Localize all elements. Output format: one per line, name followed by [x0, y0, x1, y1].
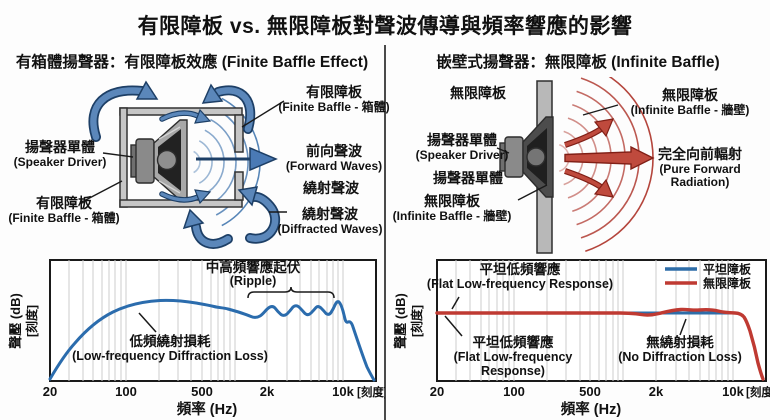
ripple-bracket: [247, 286, 335, 299]
loss-annotation-en: (Low-frequency Diffraction Loss): [72, 349, 268, 363]
label-speaker-driver-right: 揚聲器單體 (Speaker Driver): [415, 132, 509, 162]
xtick-10k-right: 10k: [722, 384, 744, 399]
flat-bottom-pointer: [444, 315, 463, 337]
xtick-2k-right: 2k: [649, 384, 664, 399]
plot-area-left: [49, 259, 377, 382]
xtick-100-right: 100: [503, 384, 525, 399]
yaxis-label-left: 聲壓 (dB): [8, 293, 23, 349]
xtick-100-left: 100: [115, 384, 137, 399]
plot-area-right: [436, 259, 767, 382]
xaxis-label-left: 頻率 (Hz): [177, 400, 238, 418]
noloss-annotation-zh: 無繞射損耗: [646, 334, 714, 350]
xtick-500-right: 500: [579, 384, 601, 399]
label-pure-forward-radiation: 完全向前輻射 (Pure Forward Radiation): [658, 146, 742, 190]
gridlines-right: [455, 260, 734, 381]
baffle-edge-top: [234, 114, 244, 153]
yscale-note-right: [刻度]: [409, 305, 424, 337]
xtick-500-left: 500: [191, 384, 213, 399]
infinite-response-curve: [435, 307, 765, 381]
baffle-edge-bottom: [234, 171, 244, 201]
xtick-10k-left: 10k: [332, 384, 354, 399]
label-finite-baffle-top: 有限障板 (Finite Baffle - 箱體): [278, 84, 390, 114]
ripple-annotation-en: (Ripple): [230, 274, 277, 288]
diffraction-arrow-bottom-center: [182, 208, 233, 249]
flat-top-annotation-en: (Flat Low-frequency Response): [427, 277, 613, 291]
legend-label-flat-baffle: 平坦障板: [703, 262, 752, 277]
loss-annotation-zh: 低頻繞射損耗: [129, 333, 211, 349]
speaker-driver-right: [499, 116, 554, 198]
page-title: 有限障板 vs. 無限障板對聲波傳導與頻率響應的影響: [137, 15, 633, 38]
gridlines-left: [68, 260, 344, 381]
xscale-note-right: [刻度]: [746, 385, 770, 399]
panel-divider: [384, 45, 386, 420]
flat-bottom-annotation-zh: 平坦低頻響應: [473, 334, 554, 350]
flat-top-pointer: [451, 296, 460, 310]
label-infinite-baffle-topleft: 無限障板: [450, 85, 506, 101]
diffraction-arrow-bottom-right: [237, 186, 281, 244]
label-pointer-lines-right: [496, 104, 619, 201]
right-panel-header: 嵌壁式揚聲器：無限障板 (Infinite Baffle): [436, 54, 720, 71]
label-forward-waves: 前向聲波 (Forward Waves): [285, 143, 383, 173]
label-diffracted-waves: 繞射聲波 (Diffracted Waves): [277, 206, 383, 236]
left-panel-header: 有箱體揚聲器：有限障板效應 (Finite Baffle Effect): [15, 54, 369, 71]
label-infinite-baffle-bottom: 無限障板 (Infinite Baffle - 牆壁): [392, 193, 512, 223]
noloss-pointer: [679, 318, 687, 336]
xtick-20-right: 20: [430, 384, 444, 399]
finite-response-curve: [48, 298, 376, 382]
finite-baffle-diagram: [79, 80, 287, 249]
label-pointer-lines-left: [79, 100, 287, 213]
edge-wrap-arrow-top: [159, 108, 212, 124]
speaker-driver-left: [130, 119, 188, 201]
legend-label-infinite-baffle: 無限障板: [703, 276, 752, 291]
xtick-20-left: 20: [43, 384, 57, 399]
label-infinite-baffle-topright: 無限障板 (Infinite Baffle - 牆壁): [630, 87, 750, 117]
radiation-arrow-top: [564, 118, 614, 148]
noloss-annotation-en: (No Diffraction Loss): [618, 350, 742, 364]
yaxis-label-right: 聲壓 (dB): [393, 293, 408, 349]
chart-legend: 平坦障板 無限障板: [665, 262, 752, 291]
finite-baffle-response-chart: 中高頻響應起伏 (Ripple) 低頻繞射損耗 (Low-frequency D…: [8, 259, 385, 418]
radiation-arrow-bottom: [564, 168, 614, 198]
forward-wave-arrow: [196, 146, 278, 172]
yscale-note-left: [刻度]: [24, 305, 39, 337]
edge-wrap-arrow-bottom: [159, 189, 212, 205]
label-speaker-driver-right-2: 揚聲器單體: [433, 170, 503, 186]
label-speaker-driver-left: 揚聲器單體 (Speaker Driver): [13, 139, 107, 169]
flat-bottom-annotation-en1: (Flat Low-frequency: [454, 350, 573, 364]
radiation-arrow-middle: [564, 145, 655, 171]
infinite-baffle-diagram: [496, 77, 655, 254]
diffraction-arrow-top-left: [88, 80, 159, 142]
infinite-baffle-response-chart: 平坦障板 無限障板 平坦低頻響應 (Flat Low-frequency Res…: [393, 259, 770, 418]
label-diffracted-waves-mid: 繞射聲波: [303, 180, 359, 196]
loss-pointer-line: [138, 312, 157, 333]
label-finite-baffle-bottom: 有限障板 (Finite Baffle - 箱體): [8, 195, 120, 225]
xscale-note-left: [刻度]: [357, 385, 385, 399]
xtick-2k-left: 2k: [260, 384, 275, 399]
flat-top-annotation-zh: 平坦低頻響應: [480, 261, 561, 277]
ripple-annotation-zh: 中高頻響應起伏: [206, 259, 301, 275]
flat-bottom-annotation-en2: Response): [481, 364, 545, 378]
xaxis-label-right: 頻率 (Hz): [561, 400, 622, 418]
